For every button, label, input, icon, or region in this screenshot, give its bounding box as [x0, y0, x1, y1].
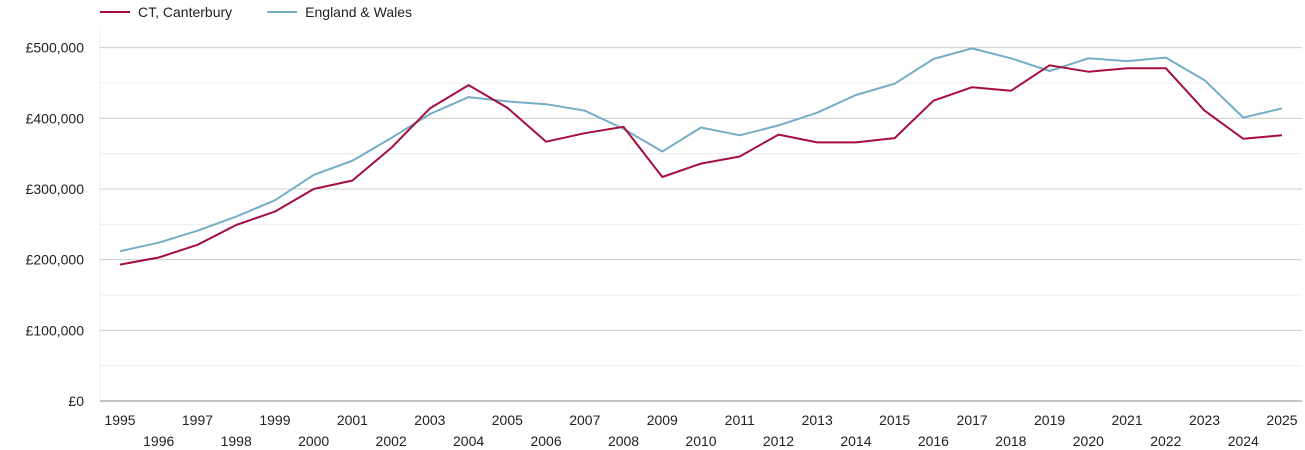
x-tick-label: 2013 [802, 412, 833, 428]
y-tick-label: £300,000 [26, 181, 85, 197]
series-line [119, 47, 1283, 253]
x-tick-label: 2016 [918, 433, 949, 449]
x-tick-label: 1996 [143, 433, 174, 449]
y-tick-label: £500,000 [26, 40, 85, 56]
y-tick-label: £200,000 [26, 252, 85, 268]
y-axis-ticks: £0 £100,000 £200,000 £300,000 £400,000 £500,0… [26, 40, 85, 409]
legend-label: CT, Canterbury [138, 4, 232, 20]
y-tick-label: £0 [68, 393, 84, 409]
x-tick-label: 2014 [840, 433, 871, 449]
legend-label: England & Wales [305, 4, 412, 20]
series-lines [119, 47, 1283, 266]
grid [99, 30, 1302, 402]
series-line [119, 64, 1283, 266]
x-tick-label: 2015 [879, 412, 910, 428]
x-tick-label: 2007 [569, 412, 600, 428]
x-tick-label: 2008 [608, 433, 639, 449]
x-tick-label: 2011 [725, 412, 755, 428]
x-tick-label: 2018 [995, 433, 1026, 449]
x-tick-label: 2017 [957, 412, 988, 428]
x-tick-label: 2001 [337, 412, 368, 428]
x-tick-label: 2000 [298, 433, 329, 449]
x-tick-label: 2010 [685, 433, 716, 449]
x-tick-label: 1998 [221, 433, 252, 449]
x-tick-label: 2012 [763, 433, 794, 449]
y-tick-label: £400,000 [26, 110, 85, 126]
x-tick-label: 2021 [1111, 412, 1142, 428]
y-tick-label: £100,000 [26, 322, 85, 338]
x-tick-label: 2004 [453, 433, 484, 449]
x-tick-label: 2002 [376, 433, 407, 449]
x-tick-label: 2019 [1034, 412, 1065, 428]
x-tick-label: 2024 [1228, 433, 1259, 449]
x-tick-label: 2006 [530, 433, 561, 449]
x-axis-ticks: 1995 1996 1997 1998 1999 2000 2001 2002 2003 2004… [104, 412, 1297, 449]
x-tick-label: 2020 [1073, 433, 1104, 449]
x-tick-label: 2003 [414, 412, 445, 428]
x-tick-label: 2025 [1266, 412, 1297, 428]
x-tick-label: 1997 [182, 412, 213, 428]
x-tick-label: 2023 [1189, 412, 1220, 428]
x-tick-label: 1999 [259, 412, 290, 428]
x-tick-label: 1995 [104, 412, 135, 428]
x-tick-label: 2022 [1150, 433, 1181, 449]
x-tick-label: 2005 [492, 412, 523, 428]
x-tick-label: 2009 [647, 412, 678, 428]
legend: CT, Canterbury England & Wales [100, 4, 412, 20]
